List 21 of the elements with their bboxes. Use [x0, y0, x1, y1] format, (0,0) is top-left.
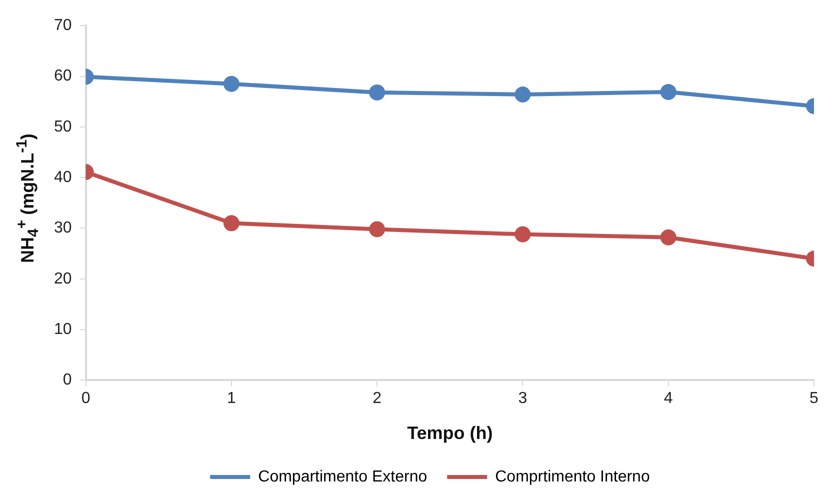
legend-label: Comprtimento Interno — [495, 468, 650, 486]
y-tick-label: 60 — [54, 68, 72, 85]
x-tick-label: 5 — [810, 390, 819, 408]
x-tick-label: 2 — [372, 390, 382, 408]
y-tick-label: 0 — [62, 372, 72, 389]
point — [514, 226, 531, 242]
y-tick-label: 50 — [54, 118, 72, 136]
y-tick-label: 70 — [54, 17, 72, 34]
y-tick-label: 10 — [54, 320, 72, 338]
x-tick-label: 4 — [664, 390, 673, 408]
x-tick-label: 0 — [81, 390, 90, 408]
y-tick-label: 20 — [54, 270, 72, 288]
point — [514, 86, 531, 102]
x-axis-title: Tempo (h) — [407, 423, 493, 444]
y-tick-label: 40 — [54, 168, 72, 186]
x-tick-label: 1 — [226, 390, 236, 408]
x-tick-label: 3 — [518, 390, 528, 408]
y-tick-label: 30 — [54, 220, 72, 237]
legend-label: Compartimento Externo — [258, 468, 428, 486]
point — [369, 84, 386, 100]
point — [369, 221, 386, 238]
